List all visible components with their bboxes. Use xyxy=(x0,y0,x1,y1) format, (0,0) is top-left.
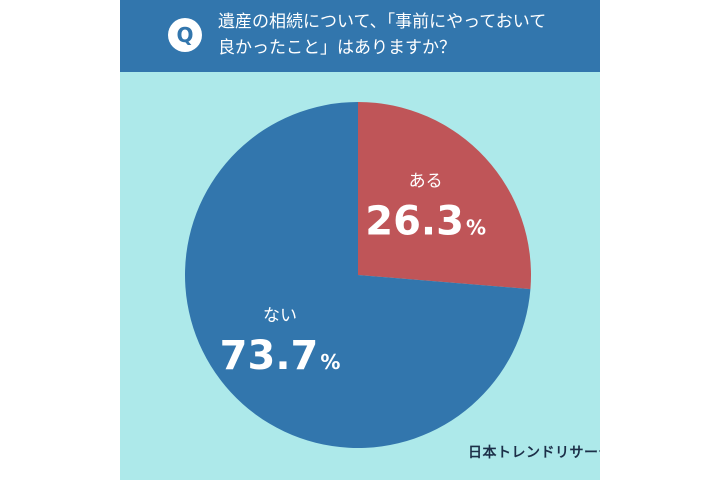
slice-name-0: ある xyxy=(409,172,443,192)
slice-value-0: 26.3% xyxy=(365,199,486,245)
pie-slice-0 xyxy=(358,102,531,290)
slice-value-1: 73.7% xyxy=(220,333,341,379)
question-line-2: 良かったこと」はありますか？ xyxy=(218,38,456,58)
question-line-1: 遺産の相続について、「事前にやっておいて xyxy=(218,12,547,32)
slice-label-0: ある 26.3% xyxy=(365,172,486,245)
survey-card: Q 遺産の相続について、「事前にやっておいて 良かったこと」はありますか？ ある… xyxy=(120,0,600,480)
slice-label-1: ない 73.7% xyxy=(220,306,341,379)
question-header: Q 遺産の相続について、「事前にやっておいて 良かったこと」はありますか？ xyxy=(120,0,600,72)
question-badge: Q xyxy=(168,18,202,52)
pie-chart: ある 26.3 % ない 73.7% xyxy=(185,102,531,448)
question-text: 遺産の相続について、「事前にやっておいて 良かったこと」はありますか？ xyxy=(218,9,578,61)
brand-logo: 日本トレンドリサーチ xyxy=(468,445,600,461)
pie-slice-1 xyxy=(185,102,531,448)
slice-name-1: ない xyxy=(263,306,297,326)
